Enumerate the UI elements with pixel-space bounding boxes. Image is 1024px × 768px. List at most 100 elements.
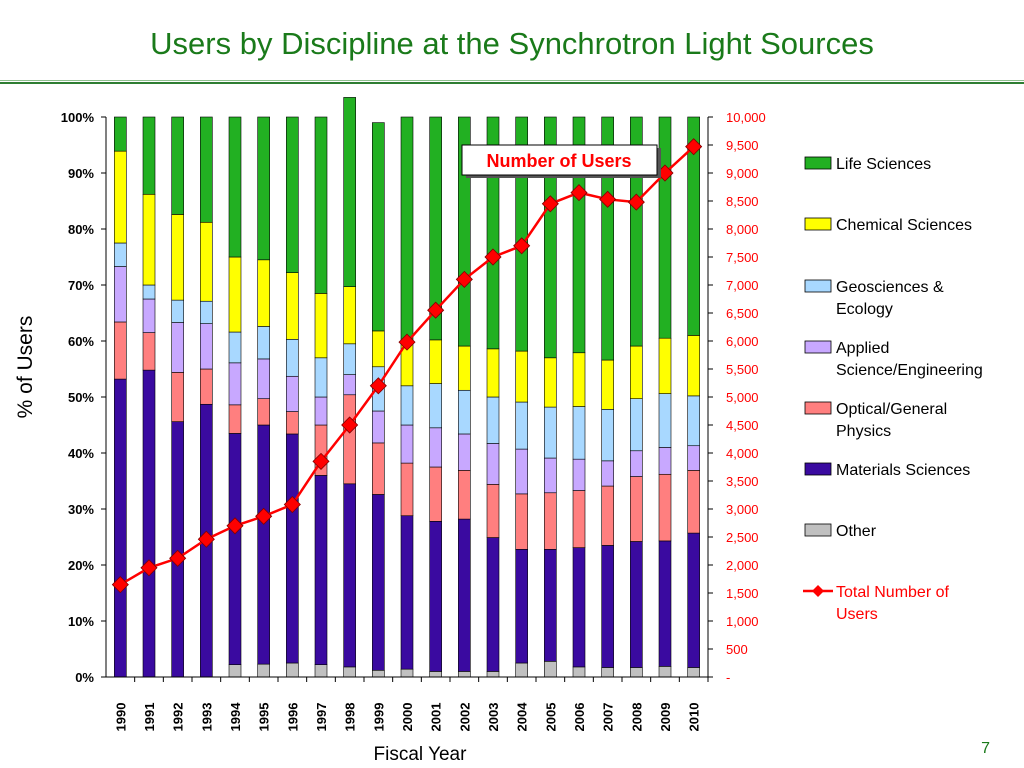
bar-segment: [687, 470, 700, 534]
bar-segment: [343, 374, 356, 396]
bar-segment: [429, 427, 442, 468]
legend-item: Materials Sciences: [804, 462, 970, 479]
x-tick-label: 1999: [371, 703, 386, 732]
total-users-point: [255, 507, 273, 525]
y2-tick-label: 5,500: [726, 362, 759, 377]
bar-segment: [171, 214, 184, 301]
bar-segment: [572, 547, 586, 668]
bar-segment: [630, 398, 643, 452]
x-tick-label: 2000: [400, 703, 415, 732]
bar-segment: [486, 537, 500, 672]
bar-segment: [630, 450, 643, 477]
bar-segment: [228, 116, 242, 258]
bar-segment: [314, 396, 328, 426]
stacked-bars: [114, 97, 700, 678]
axes: 0% 10% 20% 30% 40% 50% 60% 70% 80% 90% 100% - 500 1,0…: [61, 110, 766, 685]
y2-tick-label: 2,000: [726, 558, 759, 573]
legend-swatch: [804, 401, 832, 415]
y2-tick-label: 8,000: [726, 222, 759, 237]
total-users-point: [341, 416, 359, 434]
bar-segment: [114, 266, 127, 323]
y-tick-label: 90%: [68, 166, 94, 181]
slide-number: 7: [981, 740, 990, 757]
total-users-point: [111, 576, 129, 594]
bar-segment: [343, 666, 356, 678]
legend-item: Total Number of Users: [803, 584, 949, 623]
x-tick-label: 2010: [687, 703, 702, 732]
bar-segment: [142, 284, 156, 300]
bar-segment: [142, 369, 156, 678]
total-users-point: [455, 270, 473, 288]
total-users-point: [197, 530, 215, 548]
y-tick-label: 0%: [75, 670, 94, 685]
x-tick-label: 1997: [314, 703, 329, 732]
bar-segment: [458, 433, 471, 471]
bar-segment: [429, 383, 442, 429]
legend-swatch: [804, 523, 832, 537]
bar-segment: [486, 396, 500, 444]
total-users-point: [685, 138, 703, 156]
total-users-point: [226, 517, 244, 535]
y2-tick-label: 7,500: [726, 250, 759, 265]
bar-segment: [171, 421, 184, 678]
total-users-point: [169, 549, 187, 567]
bar-segment: [544, 457, 557, 494]
bar-segment: [200, 368, 213, 405]
bar-segment: [171, 322, 184, 373]
bar-segment: [286, 411, 299, 435]
total-users-point: [283, 495, 301, 514]
bar-segment: [286, 116, 299, 273]
x-tick-label: 2005: [543, 703, 558, 732]
bar-segment: [458, 470, 471, 520]
x-tick-label: 2002: [457, 703, 472, 732]
bar-segment: [486, 348, 500, 398]
bar-segment: [314, 475, 328, 665]
y2-tick-label: 9,500: [726, 138, 759, 153]
bar-segment: [544, 357, 557, 408]
bar-segment: [286, 433, 299, 664]
y-tick-label: 40%: [68, 446, 94, 461]
total-users-point: [427, 301, 445, 319]
bar-segment: [658, 540, 672, 667]
x-tick-label: 1991: [142, 703, 157, 732]
y-tick-label: 50%: [68, 390, 94, 405]
bar-segment: [572, 458, 586, 491]
bar-segment: [630, 541, 643, 668]
total-users-point: [513, 237, 531, 255]
bar-segment: [200, 323, 213, 370]
legend-label: Geosciences & Ecology: [836, 279, 944, 318]
y2-tick-label: 4,500: [726, 418, 759, 433]
bar-segment: [372, 669, 385, 678]
y2-tick-label: 4,000: [726, 446, 759, 461]
bar-segment: [486, 484, 500, 538]
legend-label: Other: [836, 523, 877, 540]
legend-swatch: [804, 217, 832, 231]
y-tick-label: 70%: [68, 278, 94, 293]
title-divider: [0, 80, 1024, 84]
legend-swatch: [804, 279, 832, 293]
y-axis-title: % of Users: [14, 316, 37, 419]
legend-label: Chemical Sciences: [836, 217, 972, 234]
callout-text: Number of Users: [486, 151, 631, 171]
bar-segment: [228, 362, 242, 406]
bar-segment: [257, 663, 270, 678]
bar-segment: [658, 393, 672, 448]
bar-segment: [544, 492, 557, 550]
bar-segment: [171, 116, 184, 215]
bar-segment: [458, 671, 471, 678]
bar-segment: [687, 395, 700, 447]
bar-segment: [400, 515, 414, 670]
bar-segment: [601, 667, 614, 678]
number-of-users-callout: Number of Users: [461, 144, 661, 178]
x-tick-label: 1995: [257, 703, 272, 732]
bar-segment: [142, 116, 156, 195]
bar-segment: [687, 335, 700, 397]
x-tick-label: 2006: [572, 703, 587, 732]
bar-segment: [257, 259, 270, 327]
bar-segment: [343, 394, 356, 485]
legend-label: Total Number of Users: [836, 584, 949, 623]
bar-segment: [171, 372, 184, 422]
bar-segment: [544, 549, 557, 662]
bar-segment: [515, 401, 528, 450]
bar-segment: [687, 532, 700, 668]
